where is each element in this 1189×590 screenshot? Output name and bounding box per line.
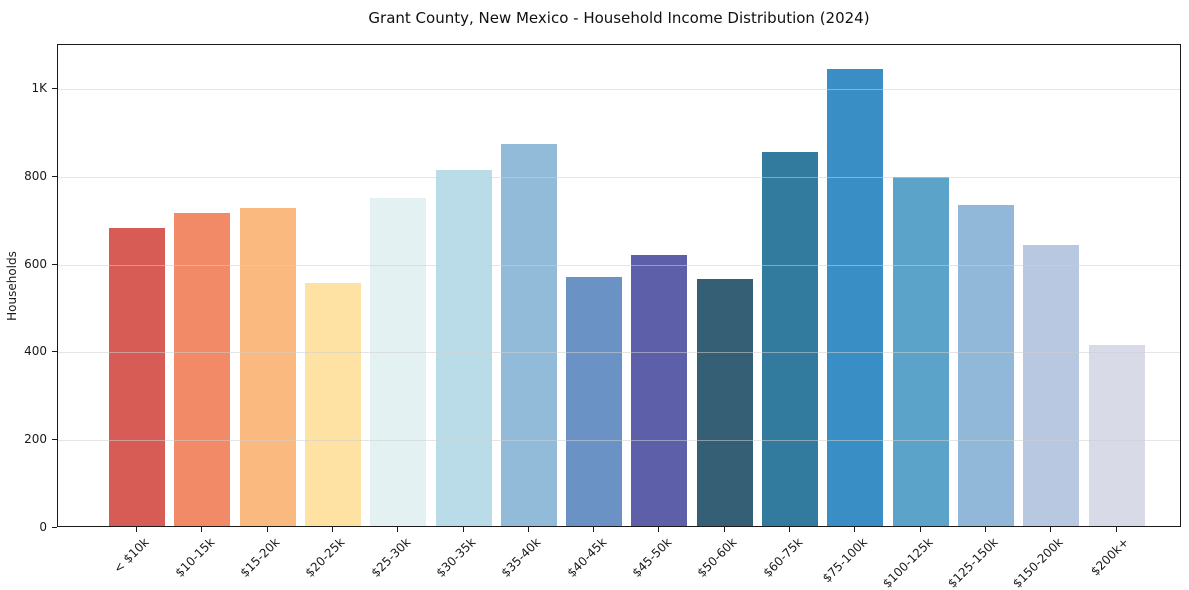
xtick-mark-$40-45k (593, 527, 595, 532)
ytick-mark-0 (52, 527, 57, 528)
bar-$50-60k (696, 279, 753, 526)
xtick-mark-$35-40k (527, 527, 529, 532)
ytick-mark-800 (52, 175, 57, 177)
bar-$75-100k (827, 68, 884, 526)
xtick-mark-$30-35k (462, 527, 464, 532)
bar-$100-125k (892, 176, 949, 526)
xtick-label-text: $125-150k (945, 535, 1001, 590)
gridline-y-1K (58, 88, 1180, 90)
gridline-y-800 (58, 176, 1180, 178)
ytick-label-200: 200 (24, 432, 47, 447)
y-axis-title: Households (5, 251, 19, 321)
ytick-label-800: 800 (24, 168, 47, 183)
xtick-mark-$15-20k (266, 527, 268, 532)
xtick-mark-$25-30k (397, 527, 399, 532)
xtick-mark-$60-75k (789, 527, 790, 532)
chart-title: Grant County, New Mexico - Household Inc… (368, 9, 870, 27)
bar-$30-35k (435, 169, 492, 526)
bar-$45-50k (631, 255, 688, 526)
plot-area (57, 44, 1181, 527)
bar-$20-25k (304, 282, 361, 526)
gridline-y-200 (58, 440, 1180, 442)
bar-$10-15k (174, 213, 231, 526)
bar-$200k+ (1088, 345, 1145, 526)
xtick-label-text: $60-75k (760, 535, 805, 580)
xtick-label-text: $30-35k (433, 535, 479, 580)
xtick-mark-$125-150k (984, 527, 986, 532)
xtick-mark-$10-15k (201, 527, 203, 532)
bar-< $10k (109, 228, 165, 526)
bar-$15-20k (239, 207, 296, 526)
xtick-mark-< $10k (136, 527, 137, 532)
ytick-mark-400 (52, 351, 57, 353)
ytick-label-0: 0 (39, 520, 47, 534)
xtick-label-text: $10-15k (172, 535, 218, 580)
xtick-mark-$200k+ (1115, 527, 1117, 532)
bar-$25-30k (370, 198, 427, 526)
ytick-mark-200 (52, 439, 57, 441)
xtick-mark-$150-200k (1050, 527, 1052, 532)
ytick-label-400: 400 (24, 344, 47, 359)
xtick-mark-$45-50k (658, 527, 660, 532)
xtick-mark-$20-25k (331, 527, 333, 532)
xtick-label-text: $20-25k (302, 535, 348, 580)
xtick-label-text: $200k+ (1087, 535, 1132, 579)
xtick-mark-$75-100k (854, 527, 856, 532)
bar-$40-45k (566, 276, 623, 526)
bar-$125-150k (957, 205, 1014, 526)
xtick-label-text: $50-60k (694, 535, 740, 580)
xtick-mark-$100-125k (919, 527, 921, 532)
bar-$35-40k (500, 144, 557, 526)
xtick-label-text: $35-40k (498, 535, 544, 580)
ytick-mark-600 (52, 263, 57, 265)
gridline-y-400 (58, 352, 1180, 354)
xtick-label-text: $75-100k (819, 535, 871, 586)
xtick-label-text: $45-50k (629, 535, 675, 580)
xtick-mark-$50-60k (723, 527, 725, 532)
ytick-mark-1K (52, 87, 57, 89)
xtick-label-text: $40-45k (564, 535, 609, 580)
ytick-label-600: 600 (24, 256, 47, 271)
bar-$60-75k (762, 151, 818, 526)
xtick-label-text: $15-20k (237, 535, 283, 580)
xtick-label-text: $25-30k (368, 535, 414, 580)
xtick-label-text: $150-200k (1010, 535, 1067, 590)
xtick-label-text: $100-125k (879, 535, 936, 590)
xtick-label-text: < $10k (111, 535, 152, 576)
ytick-label-1K: 1K (31, 80, 47, 95)
gridline-y-600 (58, 264, 1180, 266)
bar-$150-200k (1023, 244, 1080, 526)
